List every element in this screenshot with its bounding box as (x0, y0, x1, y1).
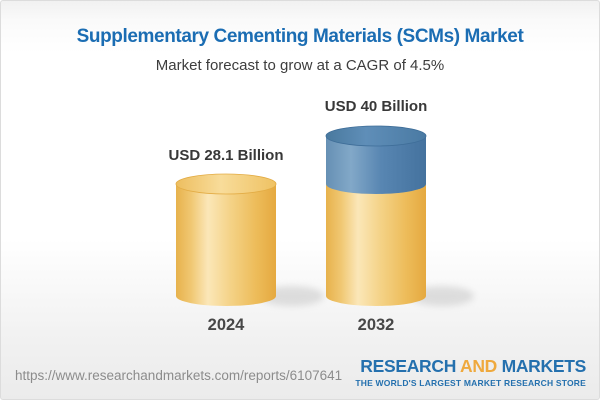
cylinder-2024 (175, 173, 277, 306)
logo-tagline: THE WORLD'S LARGEST MARKET RESEARCH STOR… (355, 378, 586, 389)
logo-word-markets: MARKETS (501, 356, 587, 376)
cylinder-2032 (325, 125, 427, 306)
value-label-2032: USD 40 Billion (324, 98, 428, 115)
category-label-2032: 2032 (357, 316, 395, 334)
category-label-2024: 2024 (207, 316, 245, 334)
logo-word-research: RESEARCH (360, 356, 457, 376)
logo-wordmark: RESEARCH AND MARKETS (355, 356, 587, 376)
report-url: https://www.researchandmarkets.com/repor… (15, 368, 343, 383)
page-subtitle: Market forecast to grow at a CAGR of 4.5… (155, 57, 445, 74)
value-label-2024: USD 28.1 Billion (168, 147, 284, 164)
logo-word-and: AND (459, 356, 497, 376)
research-and-markets-logo: RESEARCH AND MARKETS THE WORLD'S LARGEST… (355, 356, 587, 389)
page-title: Supplementary Cementing Materials (SCMs)… (76, 26, 524, 47)
